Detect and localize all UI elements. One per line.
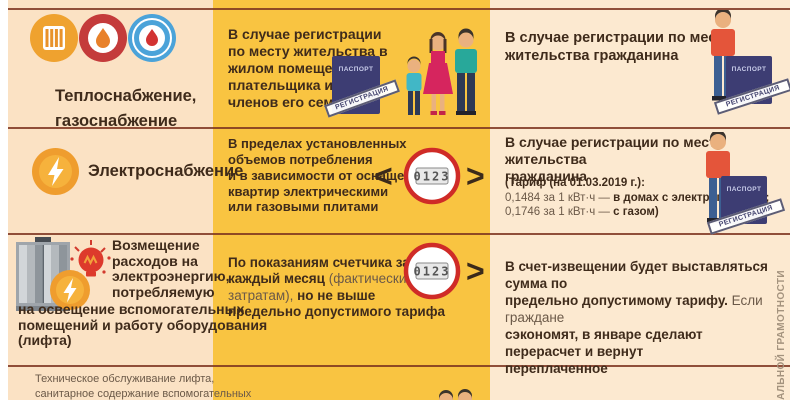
family-icon bbox=[406, 28, 477, 115]
right-text-normal: Если граждане bbox=[505, 293, 763, 325]
row-divider bbox=[8, 127, 790, 129]
left-margin-strip bbox=[0, 0, 8, 400]
row-divider bbox=[8, 233, 790, 235]
right-text-bold: сэкономят, в январе сделают перерасчет и… bbox=[505, 327, 703, 376]
row-maintenance-category: Техническое обслуживание лифта, санитарн… bbox=[35, 373, 252, 400]
electricity-bolt-icon bbox=[50, 270, 90, 310]
middle-text-bold: но не выше предельно допустимого тарифа bbox=[228, 287, 446, 320]
vertical-watermark-text: НАЛЬНОЙ ГРАМОТНОСТИ bbox=[776, 270, 787, 400]
tariff-value: 0,1746 за 1 кВт·ч — bbox=[505, 206, 614, 218]
electric-meter-icon: 0123 bbox=[403, 242, 461, 300]
right-text-bold: В счет-извещении будет выставляться сумм… bbox=[505, 259, 768, 308]
gas-flame-icon bbox=[128, 14, 176, 62]
row-electricity-middle-text: В пределах установленных объемов потребл… bbox=[228, 136, 428, 215]
row-common-right-text: В счет-извещении будет выставляться сумм… bbox=[505, 241, 777, 377]
meter-digits: 0123 bbox=[414, 265, 451, 279]
row-common-category-top: Возмещение расходов на электроэнергию, п… bbox=[112, 237, 230, 300]
tariff-note: с газом) bbox=[613, 206, 659, 218]
category-column-background bbox=[8, 0, 213, 400]
heating-radiator-icon bbox=[30, 14, 78, 62]
row-divider bbox=[8, 8, 790, 10]
tariff-line-2: 0,1746 за 1 кВт·ч — с газом) bbox=[505, 205, 659, 219]
greater-than-symbol: > bbox=[466, 253, 485, 289]
less-than-symbol: < bbox=[374, 158, 393, 194]
passport-with-stamp: ПАСПОРТ РЕГИСТРАЦИЯ bbox=[324, 56, 412, 122]
couple-heads-icon bbox=[439, 389, 472, 400]
row-electricity-category-label: Электроснабжение bbox=[88, 162, 244, 180]
electricity-bolt-icon bbox=[32, 148, 79, 195]
meter-digits: 0123 bbox=[414, 170, 451, 184]
middle-text-normal: (фактическим затратам), bbox=[228, 271, 416, 303]
middle-text-bold: По показаниям счетчика за каждый месяц bbox=[228, 254, 410, 287]
light-bulb-icon bbox=[70, 240, 111, 277]
tariff-header: (Тариф (на 01.03.2019 г.): bbox=[505, 177, 645, 189]
row-heating-right-text: В случае регистрации по месту жительства… bbox=[505, 30, 732, 64]
row-heating-category-label: Теплоснабжение, газоснабжение bbox=[55, 87, 197, 130]
tariff-value: 0,1484 за 1 кВт·ч — bbox=[505, 192, 614, 204]
greater-than-symbol: > bbox=[466, 158, 485, 194]
citizen-with-passport: ПАСПОРТ РЕГИСТРАЦИЯ bbox=[702, 10, 790, 115]
electric-meter-icon: 0123 bbox=[403, 147, 461, 205]
row-common-category-bottom: на освещение вспомогательных помещений и… bbox=[18, 301, 268, 348]
row-common-middle-text: По показаниям счетчика за каждый месяц (… bbox=[228, 238, 445, 321]
hot-water-icon bbox=[79, 14, 127, 62]
row-divider bbox=[8, 365, 790, 367]
citizen-with-passport: ПАСПОРТ РЕГИСТРАЦИЯ bbox=[697, 132, 790, 235]
